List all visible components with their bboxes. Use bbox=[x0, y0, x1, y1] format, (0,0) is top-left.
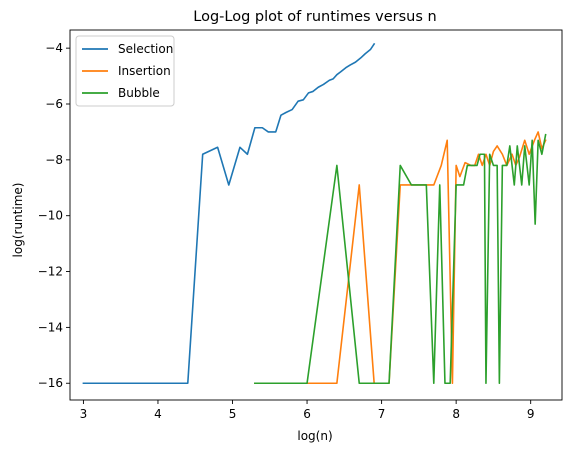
legend-label-insertion: Insertion bbox=[118, 64, 171, 78]
legend-box bbox=[75, 35, 175, 107]
y-axis-label: log(runtime) bbox=[11, 183, 25, 258]
series-line-selection bbox=[82, 42, 376, 385]
x-tick-label: 8 bbox=[452, 407, 460, 421]
axes-frame bbox=[69, 29, 563, 401]
x-tick-label: 4 bbox=[154, 407, 162, 421]
legend-label-bubble: Bubble bbox=[118, 86, 160, 100]
y-tick-label: −4 bbox=[45, 41, 63, 55]
x-tick-label: 6 bbox=[303, 407, 311, 421]
legend-label-selection: Selection bbox=[118, 42, 173, 56]
y-tick-label: −8 bbox=[45, 153, 63, 167]
legend: Selection Insertion Bubble bbox=[75, 35, 175, 107]
x-tick-label: 3 bbox=[80, 407, 88, 421]
plot-area: 3 4 5 6 7 8 9 −16 −14 −12 −10 −8 −6 −4 bbox=[38, 29, 563, 421]
y-tick-label: −6 bbox=[45, 97, 63, 111]
x-tick-label: 7 bbox=[378, 407, 386, 421]
y-tick-label: −10 bbox=[38, 209, 63, 223]
chart-title: Log-Log plot of runtimes versus n bbox=[193, 9, 436, 25]
y-tick-label: −14 bbox=[38, 320, 63, 334]
x-tick-label: 9 bbox=[527, 407, 535, 421]
x-axis-label: log(n) bbox=[297, 429, 332, 443]
y-tick-label: −16 bbox=[38, 376, 63, 390]
x-tick-label: 5 bbox=[229, 407, 237, 421]
y-tick-label: −12 bbox=[38, 265, 63, 279]
series-line-bubble bbox=[254, 133, 547, 385]
series-line-insertion bbox=[254, 131, 547, 385]
